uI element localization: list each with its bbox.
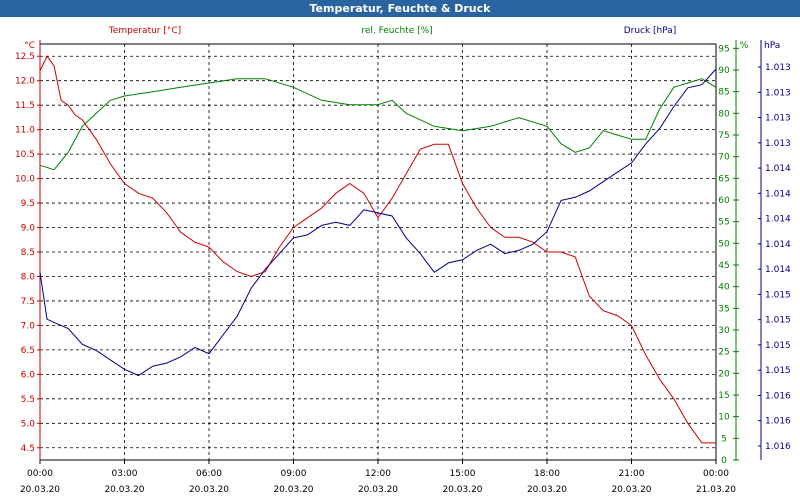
humidity-tick-label: 85 (718, 88, 729, 98)
humidity-tick-label: 80 (718, 109, 730, 119)
humidity-line (39, 78, 717, 171)
chart-title-bar: Temperatur, Feuchte & Druck (0, 0, 800, 17)
temperature-tick-label: 11.5 (15, 101, 35, 111)
x-tick-time-label: 12:00 (365, 469, 391, 479)
pressure-tick-label: 1.014 (765, 189, 791, 199)
x-tick-time-label: 09:00 (281, 469, 307, 479)
temperature-tick-label: 9.5 (21, 199, 35, 209)
pressure-unit-label: hPa (764, 41, 780, 51)
temperature-tick-label: 5.0 (21, 419, 36, 429)
humidity-unit-label: % (740, 41, 749, 51)
pressure-tick-label: 1.013 (765, 88, 791, 98)
pressure-tick-label: 1.014 (765, 240, 791, 250)
temperature-tick-label: 12.5 (15, 52, 35, 62)
temperature-tick-label: 5.5 (21, 395, 35, 405)
temperature-tick-label: 6.5 (21, 346, 35, 356)
humidity-tick-label: 70 (718, 153, 730, 163)
humidity-tick-label: 90 (718, 66, 730, 76)
humidity-tick-label: 10 (718, 413, 730, 423)
labels: 4.5 5.0 5.5 6.0 6.5 7.0 7.5 8.0 8.5 9.0 9.5 10.0 10.… (15, 26, 791, 495)
humidity-tick-label: 50 (718, 239, 730, 249)
temperature-tick-label: 8.5 (21, 248, 35, 258)
humidity-tick-label: 0 (721, 456, 727, 466)
humidity-tick-label: 55 (718, 218, 729, 228)
temperature-tick-label: 4.5 (21, 444, 35, 454)
pressure-tick-label: 1.015 (765, 341, 791, 351)
x-tick-date-label: 20.03.20 (104, 485, 144, 495)
temperature-tick-label: 12.0 (15, 77, 35, 87)
x-tick-date-label: 20.03.20 (442, 485, 482, 495)
grid (39, 43, 717, 461)
humidity-tick-label: 15 (718, 391, 729, 401)
x-tick-date-label: 21.03.20 (696, 485, 736, 495)
humidity-tick-label: 40 (718, 283, 730, 293)
pressure-tick-label: 1.014 (765, 215, 791, 225)
x-tick-time-label: 15:00 (450, 469, 476, 479)
humidity-tick-label: 60 (718, 196, 730, 206)
x-tick-date-label: 20.03.20 (358, 485, 398, 495)
temperature-unit-label: °C (24, 41, 35, 51)
humidity-series-label: rel. Feuchte [%] (361, 26, 432, 36)
x-tick-date-label: 20.03.20 (273, 485, 313, 495)
x-tick-time-label: 03:00 (112, 469, 138, 479)
pressure-tick-label: 1.015 (765, 290, 791, 300)
pressure-tick-label: 1.014 (765, 265, 791, 275)
temperature-series-label: Temperatur [°C] (108, 26, 181, 36)
humidity-tick-label: 95 (718, 44, 729, 54)
pressure-tick-label: 1.016 (765, 417, 791, 427)
humidity-tick-label: 30 (718, 326, 730, 336)
chart-area: 4.5 5.0 5.5 6.0 6.5 7.0 7.5 8.0 8.5 9.0 9.5 10.0 10.… (0, 17, 800, 500)
humidity-tick-label: 75 (718, 131, 729, 141)
temperature-tick-label: 8.0 (21, 272, 36, 282)
pressure-tick-label: 1.013 (765, 139, 791, 149)
temperature-tick-label: 6.0 (21, 370, 36, 380)
temperature-tick-label: 9.0 (21, 224, 36, 234)
pressure-tick-label: 1.014 (765, 164, 791, 174)
humidity-tick-label: 45 (718, 261, 729, 271)
x-tick-date-label: 20.03.20 (189, 485, 229, 495)
x-tick-time-label: 00:00 (703, 469, 729, 479)
pressure-tick-label: 1.016 (765, 442, 791, 452)
humidity-tick-label: 5 (721, 434, 727, 444)
temperature-tick-label: 10.5 (15, 150, 35, 160)
line-chart: 4.5 5.0 5.5 6.0 6.5 7.0 7.5 8.0 8.5 9.0 9.5 10.0 10.… (15, 26, 791, 495)
x-tick-date-label: 20.03.20 (20, 485, 60, 495)
humidity-tick-label: 20 (718, 369, 730, 379)
x-tick-date-label: 20.03.20 (611, 485, 651, 495)
pressure-tick-label: 1.015 (765, 366, 791, 376)
x-tick-time-label: 18:00 (534, 469, 560, 479)
pressure-tick-label: 1.016 (765, 391, 791, 401)
temperature-tick-label: 7.0 (21, 321, 36, 331)
humidity-tick-label: 25 (718, 348, 729, 358)
x-tick-time-label: 06:00 (196, 469, 222, 479)
pressure-tick-label: 1.015 (765, 316, 791, 326)
x-tick-date-label: 20.03.20 (527, 485, 567, 495)
temperature-line (39, 55, 716, 444)
pressure-tick-label: 1.013 (765, 114, 791, 124)
pressure-line (39, 68, 717, 377)
axes (37, 40, 762, 464)
series (39, 55, 717, 444)
temperature-tick-label: 10.0 (15, 175, 35, 185)
humidity-tick-label: 65 (718, 174, 729, 184)
pressure-tick-label: 1.013 (765, 63, 791, 73)
temperature-tick-label: 11.0 (15, 126, 35, 136)
pressure-series-label: Druck [hPa] (624, 26, 677, 36)
x-tick-time-label: 00:00 (27, 469, 53, 479)
chart-title: Temperatur, Feuchte & Druck (309, 2, 491, 15)
x-tick-time-label: 21:00 (619, 469, 645, 479)
humidity-tick-label: 35 (718, 304, 729, 314)
temperature-tick-label: 7.5 (21, 297, 35, 307)
